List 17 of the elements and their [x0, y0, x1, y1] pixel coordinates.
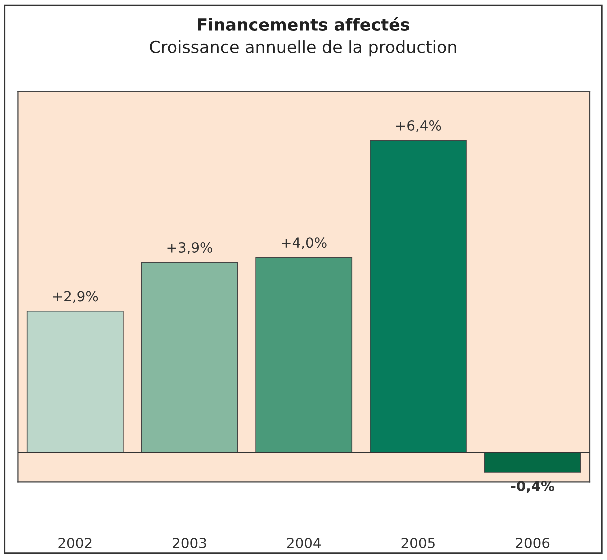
x-tick-label: 2006 — [516, 538, 550, 548]
chart-subtitle: Croissance annuelle de la production — [150, 40, 456, 57]
data-label: +3,9% — [168, 242, 212, 254]
bar — [370, 140, 467, 454]
data-label: +4,0% — [282, 238, 327, 250]
data-label: -0,4% — [511, 480, 555, 494]
x-tick-label: 2004 — [287, 538, 321, 548]
chart-title: Financements affectés — [198, 17, 410, 32]
bar — [26, 310, 124, 454]
x-tick-label: 2002 — [58, 538, 92, 548]
bar — [141, 262, 238, 454]
bar — [256, 257, 353, 454]
bar — [484, 452, 582, 473]
x-tick-label: 2003 — [173, 538, 206, 548]
x-tick-label: 2005 — [402, 538, 435, 548]
data-label: +6,4% — [396, 120, 442, 132]
data-label: +2,9% — [53, 291, 98, 304]
